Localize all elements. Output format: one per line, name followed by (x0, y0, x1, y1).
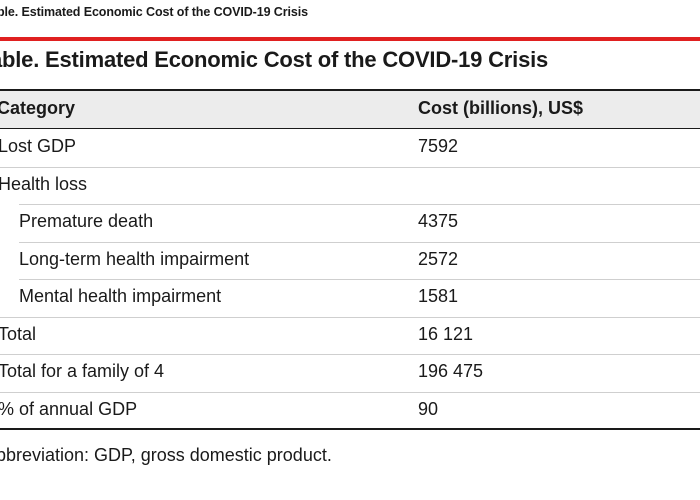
row-label: Premature death (19, 211, 154, 231)
row-divider (0, 317, 700, 318)
row-label: Lost GDP (0, 136, 77, 156)
row-value: 2572 (418, 249, 459, 269)
table-footnote: bbreviation: GDP, gross domestic product… (0, 445, 332, 465)
table-top-rule (0, 89, 700, 91)
row-divider (0, 167, 700, 168)
row-label: Mental health impairment (19, 286, 222, 306)
row-divider (19, 279, 700, 280)
row-divider (0, 354, 700, 355)
row-label: % of annual GDP (0, 399, 138, 419)
table-row: Mental health impairment 1581 (0, 279, 700, 317)
red-divider (0, 37, 700, 41)
table-bottom-rule (0, 428, 700, 430)
row-value: 16 121 (418, 324, 474, 344)
table-row: Health loss (0, 167, 700, 205)
table-row: Total 16 121 (0, 317, 700, 355)
row-divider (19, 204, 700, 205)
row-label: Total for a family of 4 (0, 361, 165, 381)
row-label: Total (0, 324, 37, 344)
row-value: 196 475 (418, 361, 484, 381)
table-header (0, 91, 700, 128)
row-divider (0, 392, 700, 393)
column-header-category: Category (0, 98, 76, 118)
table-row: Long-term health impairment 2572 (0, 242, 700, 280)
header-bottom-rule (0, 128, 700, 129)
table-row: Premature death 4375 (0, 204, 700, 242)
row-value: 1581 (418, 286, 459, 306)
row-value: 90 (418, 399, 439, 419)
row-value: 4375 (418, 211, 459, 231)
column-header-cost: Cost (billions), US$ (418, 98, 584, 118)
row-label: Long-term health impairment (19, 249, 250, 269)
row-divider (19, 242, 700, 243)
row-label: Health loss (0, 174, 88, 194)
row-value: 7592 (418, 136, 459, 156)
figure-caption: ble. Estimated Economic Cost of the COVI… (0, 5, 308, 19)
table-title: able. Estimated Economic Cost of the COV… (0, 47, 549, 72)
table-row: Lost GDP 7592 (0, 129, 700, 167)
table-row: % of annual GDP 90 (0, 392, 700, 430)
table-row: Total for a family of 4 196 475 (0, 354, 700, 392)
